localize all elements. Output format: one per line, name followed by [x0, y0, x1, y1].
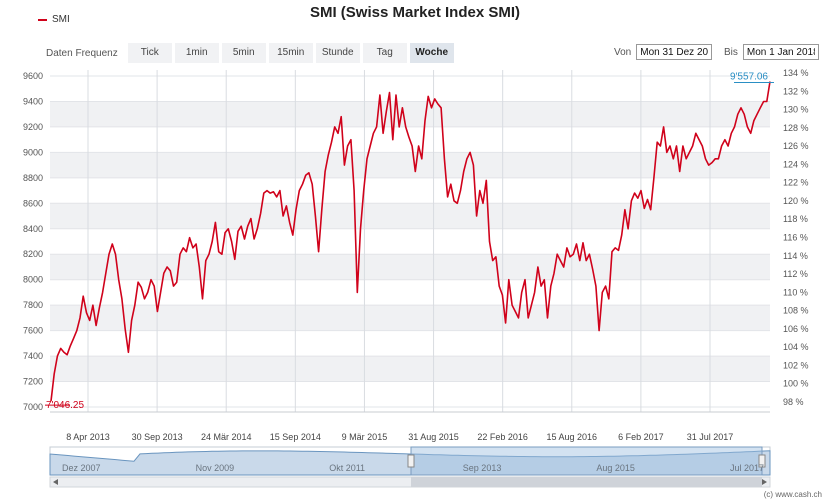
y-left-tick-label: 8000 — [23, 275, 43, 285]
y-left-tick-label: 8400 — [23, 224, 43, 234]
chart-title: SMI (Swiss Market Index SMI) — [309, 4, 521, 21]
x-tick-label: 31 Jul 2017 — [687, 432, 734, 442]
y-left-tick-label: 7600 — [23, 326, 43, 336]
y-left-tick-label: 8600 — [23, 198, 43, 208]
smi-series-line — [50, 81, 771, 402]
y-right-tick-label: 102 % — [783, 360, 809, 370]
y-left-tick-label: 7200 — [23, 377, 43, 387]
freq-button-tick[interactable]: Tick — [127, 43, 172, 63]
x-tick-label: 9 Mär 2015 — [342, 432, 388, 442]
y-left-tick-label: 8200 — [23, 249, 43, 259]
navigator-label: Nov 2009 — [196, 463, 235, 473]
range-from-label: Von — [614, 46, 632, 58]
navigator-label: Okt 2011 — [329, 463, 365, 473]
x-tick-label: 6 Feb 2017 — [618, 432, 664, 442]
range-to: Bis — [724, 43, 819, 61]
legend-swatch — [38, 18, 47, 21]
grid-band — [50, 254, 770, 280]
grid-band — [50, 356, 770, 382]
y-right-tick-label: 132 % — [783, 86, 809, 96]
grid-band — [50, 152, 770, 178]
navigator-label: Jul 2017 — [730, 463, 764, 473]
range-from-input[interactable] — [636, 44, 713, 60]
freq-button-5min[interactable]: 5min — [221, 43, 266, 63]
y-left-tick-label: 7800 — [23, 300, 43, 310]
scroll-right-arrow-icon[interactable] — [762, 479, 767, 485]
navigator-selection[interactable] — [410, 446, 763, 476]
frequency-label: Daten Frequenz — [46, 47, 118, 59]
x-tick-label: 15 Sep 2014 — [270, 432, 321, 442]
x-tick-label: 15 Aug 2016 — [546, 432, 597, 442]
y-left-tick-label: 9400 — [23, 96, 43, 106]
y-left-tick-label: 9000 — [23, 147, 43, 157]
end-value-label: 9'557.06 — [730, 71, 768, 82]
y-right-tick-label: 112 % — [783, 269, 808, 279]
frequency-bar: Daten Frequenz Tick 1min 5min 15min Stun… — [46, 43, 457, 63]
grid-band — [50, 203, 770, 229]
y-right-tick-label: 104 % — [783, 342, 809, 352]
freq-button-stunde[interactable]: Stunde — [315, 43, 360, 63]
x-tick-label: 22 Feb 2016 — [477, 432, 528, 442]
y-right-tick-label: 98 % — [783, 397, 804, 407]
scroll-left-arrow-icon[interactable] — [53, 479, 58, 485]
y-right-tick-label: 108 % — [783, 306, 809, 316]
y-right-tick-label: 122 % — [783, 178, 809, 188]
y-right-tick-label: 128 % — [783, 123, 809, 133]
grid-band — [50, 305, 770, 331]
navigator-handle[interactable] — [407, 454, 415, 468]
y-right-tick-label: 126 % — [783, 141, 809, 151]
freq-button-1min[interactable]: 1min — [174, 43, 219, 63]
y-left-tick-label: 9600 — [23, 71, 43, 81]
navigator-label: Dez 2007 — [62, 463, 101, 473]
y-left-tick-label: 7400 — [23, 351, 43, 361]
range-to-input[interactable] — [742, 44, 819, 60]
y-right-tick-label: 118 % — [783, 214, 808, 224]
navigator-handle[interactable] — [758, 454, 766, 468]
freq-button-15min[interactable]: 15min — [268, 43, 313, 63]
start-value-label: 7'046.25 — [46, 400, 84, 411]
freq-button-tag[interactable]: Tag — [362, 43, 407, 63]
range-to-label: Bis — [724, 46, 738, 58]
legend[interactable]: SMI — [38, 14, 70, 25]
copyright: (c) www.cash.ch — [763, 490, 822, 499]
grid-band — [50, 101, 770, 127]
y-right-tick-label: 106 % — [783, 324, 809, 334]
legend-label: SMI — [52, 14, 70, 25]
x-tick-label: 8 Apr 2013 — [66, 432, 110, 442]
y-left-tick-label: 9200 — [23, 122, 43, 132]
freq-button-woche[interactable]: Woche — [409, 43, 454, 63]
navigator-scrollbar[interactable] — [49, 476, 771, 488]
y-left-tick-label: 7000 — [23, 402, 43, 412]
range-from: Von — [614, 43, 713, 61]
navigator-label: Sep 2013 — [463, 463, 502, 473]
y-right-tick-label: 110 % — [783, 287, 808, 297]
y-right-tick-label: 130 % — [783, 105, 809, 115]
navigator-label: Aug 2015 — [596, 463, 635, 473]
x-tick-label: 31 Aug 2015 — [408, 432, 459, 442]
y-right-tick-label: 124 % — [783, 159, 809, 169]
y-right-tick-label: 114 % — [783, 251, 808, 261]
x-tick-label: 24 Mär 2014 — [201, 432, 252, 442]
y-right-tick-label: 134 % — [783, 68, 809, 78]
y-right-tick-label: 100 % — [783, 379, 809, 389]
y-right-tick-label: 116 % — [783, 233, 808, 243]
y-right-tick-label: 120 % — [783, 196, 809, 206]
navigator-scroll-thumb[interactable] — [411, 477, 762, 487]
x-tick-label: 30 Sep 2013 — [132, 432, 183, 442]
y-left-tick-label: 8800 — [23, 173, 43, 183]
